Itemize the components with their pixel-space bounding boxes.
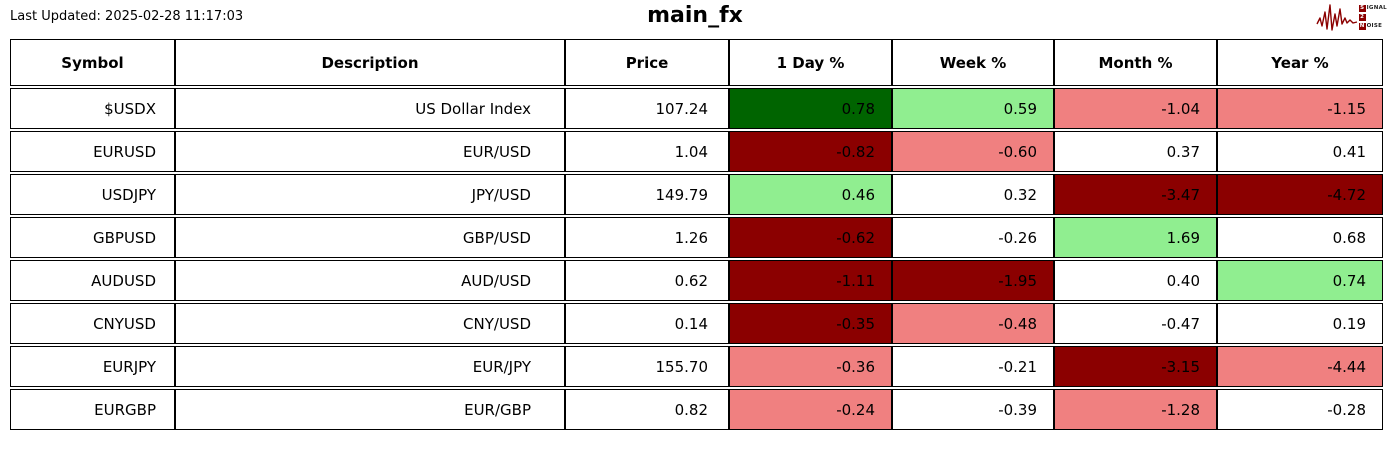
cell-symbol: EURJPY [10, 346, 175, 387]
cell-change-1-day: 0.46 [729, 174, 892, 215]
cell-symbol: EURUSD [10, 131, 175, 172]
cell-change-month: -1.04 [1054, 88, 1217, 129]
logo-boxed-letter: S [1358, 4, 1366, 12]
cell-change-year: -1.15 [1217, 88, 1383, 129]
column-header-week: Week % [892, 39, 1054, 86]
cell-change-week: -1.95 [892, 260, 1054, 301]
logo-rest-letters: OISE [1366, 23, 1383, 29]
table-row-eurgbp: EURGBP EUR/GBP 0.82 -0.24 -0.39 -1.28 -0.28 [10, 389, 1383, 430]
cell-description: JPY/USD [175, 174, 565, 215]
cell-description: AUD/USD [175, 260, 565, 301]
top-bar: Last Updated: 2025-02-28 11:17:03 main_f… [0, 0, 1390, 37]
cell-price: 0.62 [565, 260, 729, 301]
cell-price: 155.70 [565, 346, 729, 387]
cell-change-year: 0.74 [1217, 260, 1383, 301]
cell-change-month: -1.28 [1054, 389, 1217, 430]
cell-change-month: -0.47 [1054, 303, 1217, 344]
cell-change-week: -0.21 [892, 346, 1054, 387]
cell-change-1-day: -0.35 [729, 303, 892, 344]
logo-boxed-letter: N [1358, 22, 1366, 30]
cell-change-month: 1.69 [1054, 217, 1217, 258]
signal2noise-logo: S IGNAL 2 N OISE [1315, 1, 1387, 33]
table-row-gbpusd: GBPUSD GBP/USD 1.26 -0.62 -0.26 1.69 0.68 [10, 217, 1383, 258]
cell-description: US Dollar Index [175, 88, 565, 129]
last-updated-text: Last Updated: 2025-02-28 11:17:03 [10, 9, 244, 24]
logo-line: S IGNAL [1358, 4, 1387, 13]
cell-change-year: -4.72 [1217, 174, 1383, 215]
table-row-eurjpy: EURJPY EUR/JPY 155.70 -0.36 -0.21 -3.15 -4.44 [10, 346, 1383, 387]
table-row-usdx: $USDX US Dollar Index 107.24 0.78 0.59 -1.04-… [10, 88, 1383, 129]
table-row-audusd: AUDUSD AUD/USD 0.62 -1.11 -1.95 0.40 0.74 [10, 260, 1383, 301]
cell-price: 149.79 [565, 174, 729, 215]
column-header-symbol: Symbol [10, 39, 175, 86]
cell-change-week: 0.32 [892, 174, 1054, 215]
cell-change-week: -0.26 [892, 217, 1054, 258]
cell-change-year: -0.28 [1217, 389, 1383, 430]
cell-change-year: 0.68 [1217, 217, 1383, 258]
logo-boxed-letter: 2 [1358, 13, 1366, 21]
logo-text: S IGNAL 2 N OISE [1358, 4, 1387, 31]
cell-price: 0.82 [565, 389, 729, 430]
logo-rest-letters: IGNAL [1366, 5, 1387, 11]
cell-price: 1.26 [565, 217, 729, 258]
cell-change-1-day: 0.78 [729, 88, 892, 129]
cell-change-week: -0.60 [892, 131, 1054, 172]
cell-symbol: $USDX [10, 88, 175, 129]
cell-change-1-day: -0.62 [729, 217, 892, 258]
page-title: main_fx [647, 3, 743, 28]
cell-price: 107.24 [565, 88, 729, 129]
waveform-icon [1315, 4, 1357, 31]
table-row-usdjpy: USDJPY JPY/USD 149.79 0.46 0.32 -3.47 -4.72 [10, 174, 1383, 215]
cell-description: EUR/USD [175, 131, 565, 172]
cell-change-month: -3.15 [1054, 346, 1217, 387]
cell-change-week: 0.59 [892, 88, 1054, 129]
logo-line: 2 [1358, 13, 1387, 22]
table-row-cnyusd: CNYUSD CNY/USD 0.14 -0.35 -0.48 -0.47 0.19 [10, 303, 1383, 344]
cell-description: EUR/JPY [175, 346, 565, 387]
column-header-1-day: 1 Day % [729, 39, 892, 86]
cell-symbol: USDJPY [10, 174, 175, 215]
cell-change-month: 0.40 [1054, 260, 1217, 301]
cell-change-week: -0.39 [892, 389, 1054, 430]
cell-change-1-day: -0.24 [729, 389, 892, 430]
cell-change-year: 0.19 [1217, 303, 1383, 344]
cell-change-year: 0.41 [1217, 131, 1383, 172]
column-header-year: Year % [1217, 39, 1383, 86]
logo-line: N OISE [1358, 22, 1387, 31]
cell-change-1-day: -0.36 [729, 346, 892, 387]
cell-description: GBP/USD [175, 217, 565, 258]
cell-change-year: -4.44 [1217, 346, 1383, 387]
cell-symbol: GBPUSD [10, 217, 175, 258]
cell-change-month: 0.37 [1054, 131, 1217, 172]
fx-table: Symbol Description Price 1 Day % Week % Month… [10, 37, 1383, 432]
column-header-price: Price [565, 39, 729, 86]
table-header-row: Symbol Description Price 1 Day % Week % Month… [10, 39, 1383, 86]
cell-symbol: CNYUSD [10, 303, 175, 344]
column-header-month: Month % [1054, 39, 1217, 86]
cell-change-month: -3.47 [1054, 174, 1217, 215]
cell-description: CNY/USD [175, 303, 565, 344]
cell-symbol: AUDUSD [10, 260, 175, 301]
cell-price: 0.14 [565, 303, 729, 344]
cell-price: 1.04 [565, 131, 729, 172]
table-row-eurusd: EURUSD EUR/USD 1.04 -0.82 -0.60 0.37 0.41 [10, 131, 1383, 172]
cell-description: EUR/GBP [175, 389, 565, 430]
cell-symbol: EURGBP [10, 389, 175, 430]
column-header-description: Description [175, 39, 565, 86]
cell-change-1-day: -0.82 [729, 131, 892, 172]
cell-change-week: -0.48 [892, 303, 1054, 344]
cell-change-1-day: -1.11 [729, 260, 892, 301]
